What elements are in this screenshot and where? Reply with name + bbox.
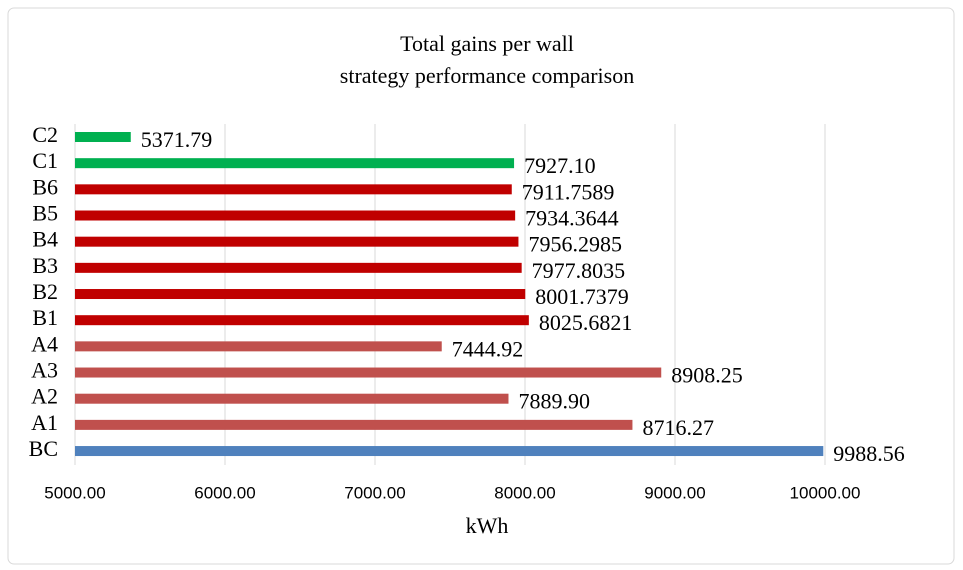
value-label: 9988.56	[833, 441, 905, 466]
chart-title: Total gains per wall	[400, 31, 574, 56]
value-label: 8025.6821	[539, 310, 633, 335]
y-tick-label: B6	[32, 174, 58, 199]
chart-border	[7, 7, 955, 565]
bar	[75, 393, 509, 404]
value-label: 7934.3644	[525, 206, 619, 231]
bar	[75, 419, 633, 430]
y-tick-label: A4	[31, 331, 58, 356]
bar	[75, 184, 512, 195]
x-tick-label: 6000.00	[194, 483, 255, 502]
y-tick-label: C2	[32, 122, 58, 147]
y-tick-label: B1	[32, 305, 58, 330]
y-tick-label: B2	[32, 279, 58, 304]
x-tick-label: 5000.00	[44, 483, 105, 502]
bar	[75, 236, 519, 247]
y-tick-label: A2	[31, 384, 58, 409]
bar	[75, 158, 515, 169]
value-label: 7977.8035	[532, 258, 626, 283]
value-label: 7956.2985	[528, 232, 622, 257]
x-tick-label: 7000.00	[344, 483, 405, 502]
y-tick-label: B3	[32, 253, 58, 278]
bar	[75, 262, 522, 273]
value-label: 7911.7589	[522, 179, 615, 204]
value-label: 7889.90	[518, 389, 590, 414]
x-axis-label: kWh	[466, 513, 509, 538]
value-label: 8716.27	[642, 415, 714, 440]
x-tick-label: 9000.00	[644, 483, 705, 502]
value-label: 7444.92	[452, 336, 524, 361]
y-tick-label: A1	[31, 410, 58, 435]
x-tick-label: 8000.00	[494, 483, 555, 502]
y-tick-label: A3	[31, 358, 58, 383]
value-label: 8001.7379	[535, 284, 629, 309]
bar	[75, 289, 526, 300]
bar	[75, 367, 662, 378]
y-tick-label: B5	[32, 201, 58, 226]
bar	[75, 132, 131, 142]
y-tick-label: C1	[32, 148, 58, 173]
value-label: 8908.25	[671, 363, 743, 388]
bar	[75, 341, 442, 352]
y-tick-label: B4	[32, 227, 58, 252]
bar	[75, 446, 824, 457]
y-tick-label: BC	[29, 436, 58, 461]
x-tick-label: 10000.00	[790, 483, 861, 502]
value-label: 5371.79	[141, 127, 213, 152]
bar	[75, 315, 529, 326]
bar	[75, 210, 516, 221]
chart-subtitle: strategy performance comparison	[340, 63, 634, 88]
value-label: 7927.10	[524, 153, 596, 178]
